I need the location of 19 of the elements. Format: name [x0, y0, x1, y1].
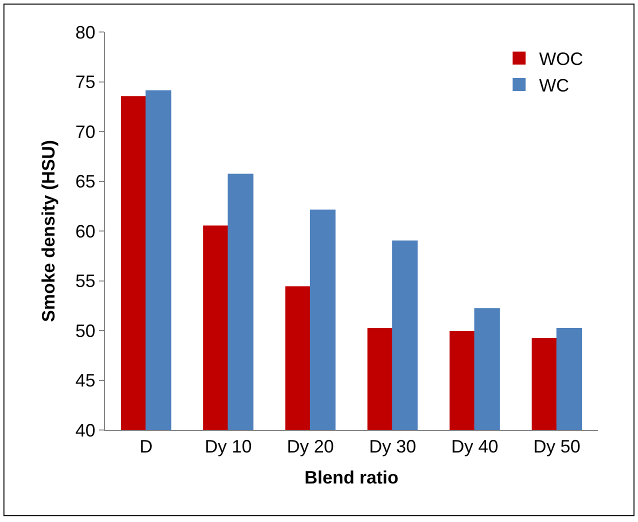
y-tick-label: 55	[75, 271, 96, 292]
y-tick-label: 70	[75, 122, 96, 142]
x-tick-label: D	[140, 436, 153, 457]
y-tick-label: 60	[75, 221, 96, 242]
x-tick-label: Dy 10	[204, 436, 252, 457]
legend-label: WOC	[539, 49, 584, 70]
x-tick-label: Dy 30	[369, 436, 416, 457]
y-tick-label: 80	[75, 22, 96, 42]
y-tick-label: 65	[75, 172, 96, 192]
x-tick-label: Dy 20	[286, 436, 334, 457]
x-tick-label: Dy 50	[533, 436, 580, 457]
y-tick-label: 75	[75, 72, 96, 92]
y-tick-label: 50	[75, 320, 96, 341]
y-tick-label: 40	[75, 420, 96, 440]
x-axis-title: Blend ratio	[304, 468, 399, 488]
y-axis-title: Smoke density (HSU)	[38, 140, 59, 322]
legend-label: WC	[539, 76, 570, 96]
y-tick-label: 45	[75, 370, 96, 391]
x-tick-label: Dy 40	[451, 436, 498, 457]
